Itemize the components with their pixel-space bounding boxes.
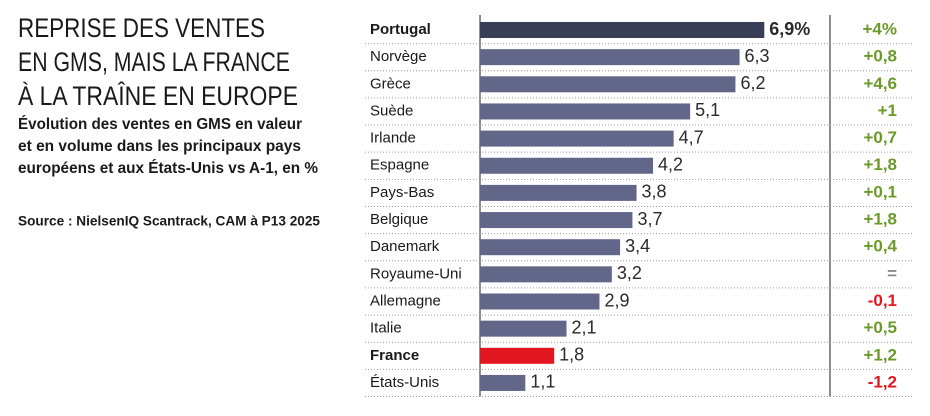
volume-label: +0,7 bbox=[863, 128, 897, 147]
bar bbox=[480, 266, 612, 283]
bar bbox=[480, 103, 691, 120]
chart-title: REPRISE DES VENTES bbox=[18, 13, 265, 43]
bar bbox=[480, 212, 633, 229]
volume-label: +1,8 bbox=[863, 210, 897, 229]
volume-label: -0,1 bbox=[868, 291, 897, 310]
volume-label: +4% bbox=[863, 19, 898, 38]
bar bbox=[480, 320, 567, 337]
bar bbox=[480, 49, 740, 66]
value-label: 3,2 bbox=[617, 263, 642, 283]
chart-title: À LA TRAÎNE EN EUROPE bbox=[18, 80, 298, 111]
value-label: 3,7 bbox=[637, 209, 662, 229]
volume-label: +1 bbox=[878, 101, 897, 120]
source: Source : NielsenIQ Scantrack, CAM à P13 … bbox=[18, 213, 320, 229]
volume-label: -1,2 bbox=[868, 372, 897, 391]
value-label: 4,2 bbox=[658, 155, 683, 175]
volume-label: +0,1 bbox=[863, 182, 897, 201]
value-label: 4,7 bbox=[679, 127, 704, 147]
category-label: Espagne bbox=[370, 157, 429, 174]
value-label: 6,9% bbox=[769, 19, 810, 39]
category-label: États-Unis bbox=[370, 374, 439, 391]
category-label: France bbox=[370, 347, 419, 364]
bar bbox=[480, 76, 736, 93]
value-label: 1,1 bbox=[530, 372, 555, 392]
value-label: 5,1 bbox=[695, 100, 720, 120]
chart-subtitle: européens et aux États-Unis vs A-1, en % bbox=[18, 158, 318, 177]
volume-label: +1,2 bbox=[863, 345, 897, 364]
chart-title: EN GMS, MAIS LA FRANCE bbox=[18, 47, 290, 77]
volume-label: = bbox=[887, 264, 897, 283]
category-label: Allemagne bbox=[370, 292, 441, 309]
volume-label: +4,6 bbox=[863, 74, 897, 93]
chart-subtitle: et en volume dans les principaux pays bbox=[18, 138, 301, 155]
chart-subtitle: Évolution des ventes en GMS en valeur bbox=[18, 114, 302, 133]
value-label: 1,8 bbox=[559, 345, 584, 365]
volume-label: +0,5 bbox=[863, 318, 897, 337]
bar bbox=[480, 157, 654, 174]
value-label: 6,2 bbox=[740, 73, 765, 93]
bar bbox=[480, 184, 637, 201]
value-label: 3,8 bbox=[642, 182, 667, 202]
value-label: 3,4 bbox=[625, 236, 650, 256]
bar bbox=[480, 347, 555, 364]
value-label: 2,1 bbox=[572, 317, 597, 337]
category-label: Portugal bbox=[370, 21, 431, 38]
bar bbox=[480, 374, 526, 391]
value-label: 6,3 bbox=[745, 46, 770, 66]
category-label: Grèce bbox=[370, 75, 411, 92]
category-label: Italie bbox=[370, 320, 402, 337]
bar bbox=[480, 130, 674, 147]
category-label: Pays-Bas bbox=[370, 184, 434, 201]
category-label: Irlande bbox=[370, 130, 416, 147]
category-label: Norvège bbox=[370, 48, 427, 65]
bar bbox=[480, 239, 621, 256]
bar bbox=[480, 293, 600, 310]
volume-label: +1,8 bbox=[863, 155, 897, 174]
value-label: 2,9 bbox=[604, 290, 629, 310]
category-label: Belgique bbox=[370, 211, 428, 228]
category-label: Suède bbox=[370, 102, 413, 119]
category-label: Danemark bbox=[370, 238, 440, 255]
volume-label: +0,8 bbox=[863, 47, 897, 66]
volume-label: +0,4 bbox=[863, 237, 897, 256]
category-label: Royaume-Uni bbox=[370, 265, 462, 282]
bar bbox=[480, 22, 765, 38]
